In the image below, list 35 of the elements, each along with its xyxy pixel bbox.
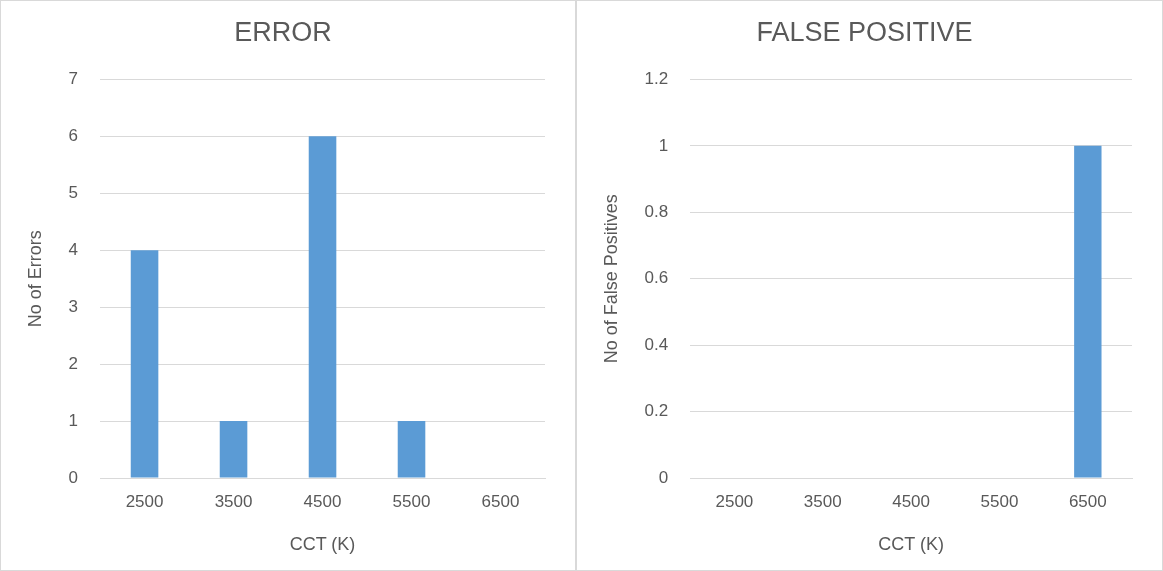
y-tick-label: 3 — [68, 296, 79, 316]
y-tick-label: 2 — [68, 353, 79, 373]
x-axis-title: CCT (K) — [289, 534, 356, 555]
bar — [308, 136, 337, 478]
bar — [219, 421, 248, 478]
x-tick-label: 6500 — [1068, 491, 1107, 511]
y-tick-label: 0.6 — [644, 268, 669, 288]
y-tick-label: 5 — [68, 182, 79, 202]
y-tick-label: 0.8 — [644, 201, 669, 221]
y-tick-label: 1 — [658, 135, 669, 155]
chart-title: ERROR — [234, 16, 332, 47]
y-axis-title: No of False Positives — [600, 194, 621, 364]
x-tick-label: 6500 — [481, 491, 520, 511]
x-tick-label: 2500 — [715, 491, 754, 511]
y-tick-label: 0 — [658, 467, 669, 487]
x-tick-label: 4500 — [303, 491, 342, 511]
y-tick-label: 6 — [68, 126, 79, 146]
x-tick-label: 5500 — [392, 491, 431, 511]
y-tick-label: 0.2 — [644, 401, 669, 421]
chart-title: FALSE POSITIVE — [756, 16, 973, 47]
y-tick-label: 4 — [68, 239, 79, 259]
bar — [130, 250, 159, 478]
y-tick-label: 1 — [68, 410, 79, 430]
x-axis-title: CCT (K) — [878, 534, 944, 555]
y-tick-label: 0.4 — [644, 334, 669, 354]
x-tick-label: 3500 — [214, 491, 253, 511]
bar — [397, 421, 426, 478]
x-tick-label: 5500 — [980, 491, 1019, 511]
y-tick-label: 0 — [68, 467, 79, 487]
y-tick-label: 1.2 — [644, 69, 669, 89]
x-tick-label: 2500 — [125, 491, 164, 511]
y-axis-title: No of Errors — [24, 230, 45, 328]
x-tick-label: 3500 — [803, 491, 842, 511]
x-tick-label: 4500 — [892, 491, 931, 511]
y-tick-label: 7 — [68, 69, 79, 89]
